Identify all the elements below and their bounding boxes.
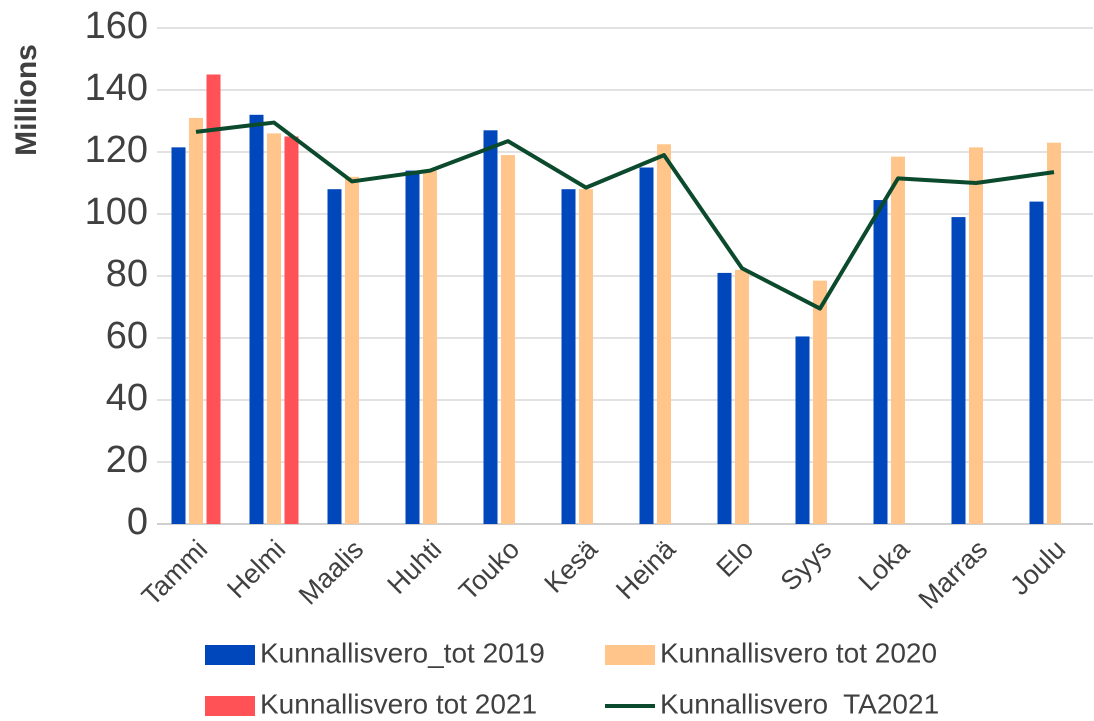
y-axis-title: Millions [10,44,43,156]
y-tick-label: 160 [85,5,148,47]
y-tick-label: 20 [106,439,148,481]
y-tick-label: 140 [85,67,148,109]
y-tick-label: 0 [127,501,148,543]
bar [405,170,420,524]
legend-label: Kunnallisvero TA2021 [660,688,939,719]
y-tick-label: 60 [106,315,148,357]
bar [579,189,593,524]
bar [891,156,905,524]
bar [267,133,281,524]
legend-label: Kunnallisvero_tot 2019 [260,637,545,668]
bar [657,144,671,524]
bar [483,130,498,525]
bar [795,336,810,524]
legend-swatch [205,696,255,716]
x-tick-label: Tammi [136,534,213,611]
y-tick-label: 120 [85,129,148,171]
x-tick-label: Huhti [381,534,447,600]
bar [249,114,264,525]
x-tick-label: Marras [913,534,994,615]
legend-label: Kunnallisvero tot 2020 [660,637,937,668]
bar [327,189,342,524]
legend-swatch [605,645,655,665]
bar [951,217,966,524]
legend-swatch [205,645,255,665]
x-tick-label: Joulu [1004,534,1071,601]
x-tick-label: Loka [853,533,916,596]
x-tick-label: Elo [710,534,759,583]
x-tick-label: Heinä [610,533,682,605]
bar [345,176,359,525]
bar [1047,142,1061,524]
bar [189,117,203,525]
bar [1029,201,1044,524]
bar [423,170,437,524]
bar [813,280,827,524]
y-tick-label: 80 [106,253,148,295]
x-tick-label: Kesä [539,533,604,598]
x-tick-label: Maalis [293,534,369,610]
bar [735,269,749,524]
line [195,120,1055,311]
x-tick-label: Helmi [221,534,291,604]
bar [969,147,983,524]
bar [501,155,515,524]
bar [639,167,654,524]
x-tick-label: Syys [775,534,838,597]
bar [717,272,732,524]
x-tick-label: Touko [453,534,525,606]
legend-label: Kunnallisvero tot 2021 [260,688,537,719]
bar [284,136,299,524]
bar [171,147,186,524]
bar [206,74,221,524]
bar [873,200,888,525]
bar [561,189,576,524]
y-tick-label: 40 [106,377,148,419]
y-tick-label: 100 [85,191,148,233]
